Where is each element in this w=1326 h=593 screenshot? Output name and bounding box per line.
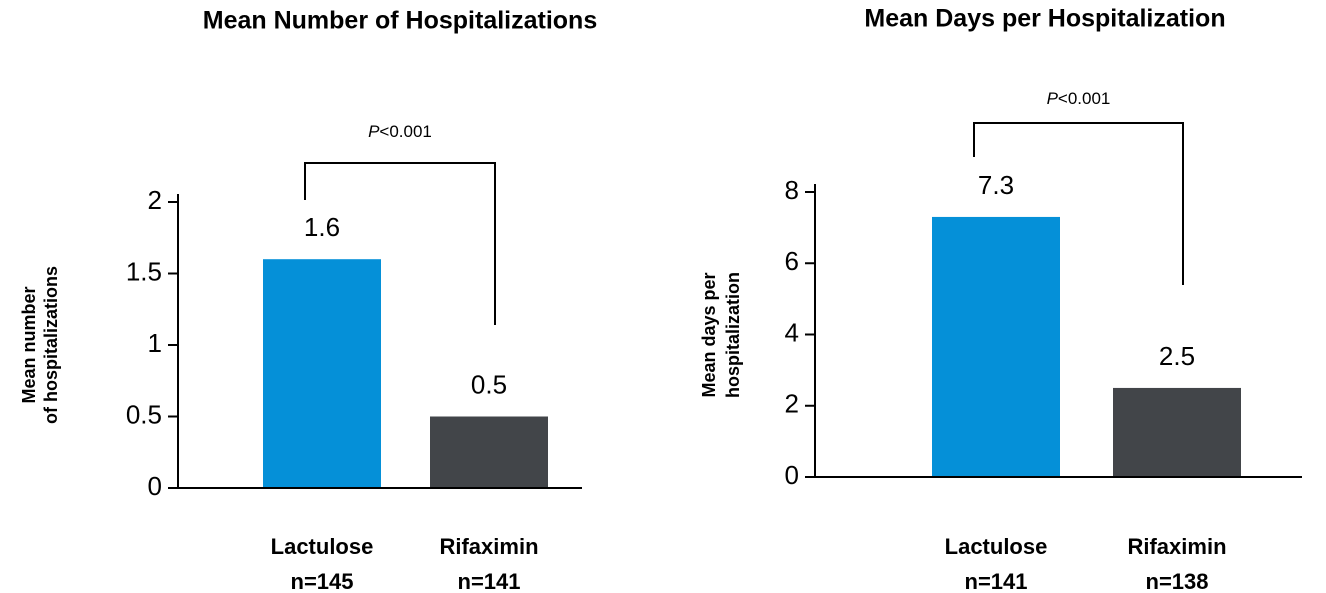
y-tick-label: 0 <box>148 471 162 501</box>
y-tick-label: 2 <box>148 185 162 215</box>
sample-size: n=145 <box>291 569 354 593</box>
sample-size: n=138 <box>1146 569 1209 593</box>
sample-size: n=141 <box>458 569 521 593</box>
y-tick-label: 8 <box>785 175 799 205</box>
value-label: 1.6 <box>304 212 340 242</box>
y-tick-label: 2 <box>785 389 799 419</box>
annotation: P<0.001 <box>368 122 432 141</box>
bar <box>430 416 548 488</box>
y-axis-label: of hospitalizations <box>41 266 61 424</box>
significance-bracket <box>973 122 1184 285</box>
x-tick-label: Lactulose <box>271 534 374 559</box>
bar <box>263 259 381 488</box>
significance-bracket <box>304 162 496 325</box>
chart-title: Mean Days per Hospitalization <box>864 5 1225 33</box>
chart: Mean Days per Hospitalization Mean days p… <box>699 5 1302 593</box>
y-tick-label: 0.5 <box>126 399 162 429</box>
bar <box>932 216 1060 477</box>
y-tick-label: 1 <box>148 328 162 358</box>
bar <box>1113 387 1241 477</box>
value-label: 7.3 <box>978 170 1014 200</box>
annotation: P<0.001 <box>1047 89 1111 108</box>
x-tick-label: Lactulose <box>945 534 1048 559</box>
y-tick-label: 6 <box>785 246 799 276</box>
x-tick-label: Rifaximin <box>1127 534 1226 559</box>
value-label: 2.5 <box>1159 341 1195 371</box>
chart: Mean Number of Hospitalizations Mean numb… <box>19 7 597 593</box>
value-label: 0.5 <box>471 369 507 399</box>
chart-title: Mean Number of Hospitalizations <box>203 7 597 35</box>
sample-size: n=141 <box>965 569 1028 593</box>
y-axis-label: Mean number <box>19 286 39 403</box>
x-tick-label: Rifaximin <box>439 534 538 559</box>
y-tick-label: 4 <box>785 317 799 347</box>
y-tick-label: 0 <box>785 460 799 490</box>
y-axis-label: hospitalization <box>723 272 743 398</box>
y-axis-label: Mean days per <box>699 272 719 397</box>
y-tick-label: 1.5 <box>126 256 162 286</box>
